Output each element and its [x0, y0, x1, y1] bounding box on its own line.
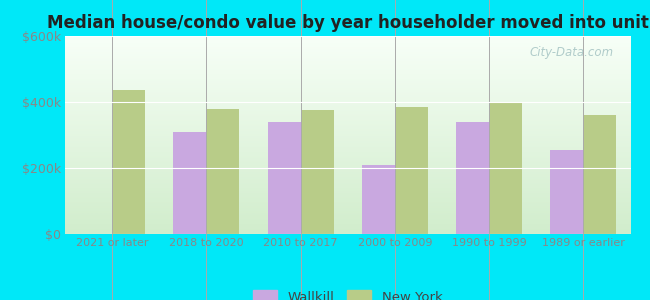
Bar [456, 122, 489, 234]
Bar [551, 150, 584, 234]
Bar [362, 165, 395, 234]
Title: Median house/condo value by year householder moved into unit: Median house/condo value by year househo… [47, 14, 649, 32]
Bar [174, 132, 206, 234]
Bar [300, 110, 333, 234]
Bar [489, 102, 522, 234]
Text: City-Data.com: City-Data.com [529, 46, 614, 59]
Bar [268, 122, 300, 234]
Bar [395, 107, 428, 234]
Legend: Wallkill, New York: Wallkill, New York [246, 284, 449, 300]
Bar [207, 109, 239, 234]
Bar [584, 115, 616, 234]
Bar [112, 90, 145, 234]
